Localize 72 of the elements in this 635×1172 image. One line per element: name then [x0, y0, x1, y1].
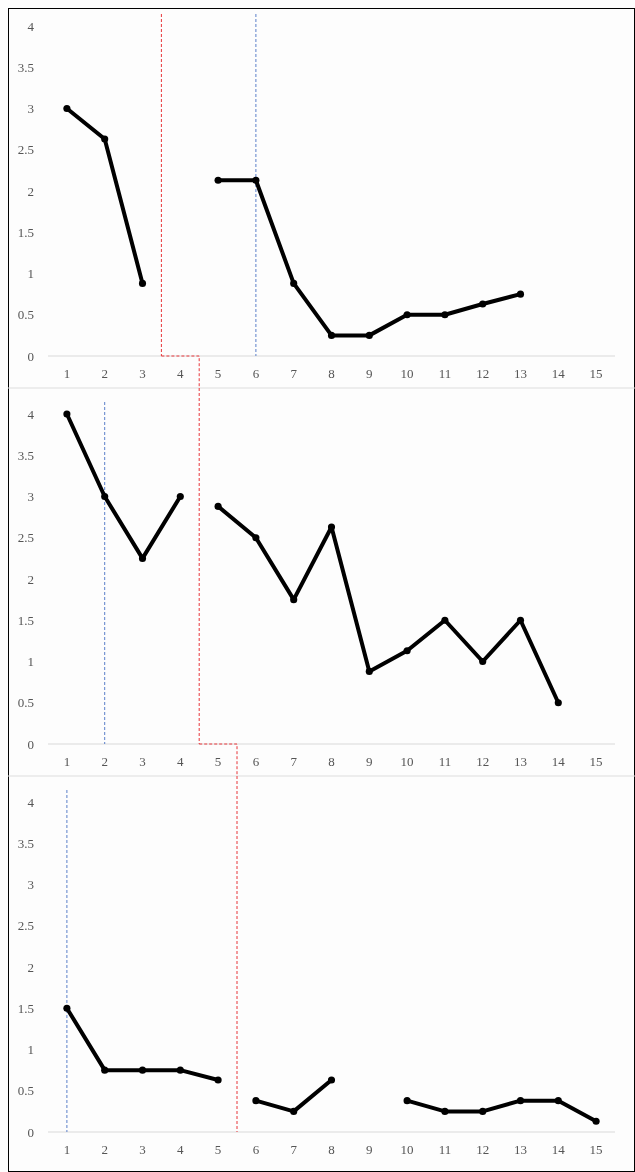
- x-tick-label: 6: [252, 754, 260, 769]
- x-tick-label: 8: [328, 366, 335, 381]
- y-tick-label: 2: [27, 183, 34, 199]
- x-tick-label: 3: [139, 366, 146, 381]
- x-tick-label: 12: [476, 1142, 490, 1157]
- y-tick-label: 4: [27, 794, 35, 810]
- y-tick-label: 2: [27, 571, 34, 587]
- x-tick-label: 9: [366, 754, 373, 769]
- x-tick-label: 2: [101, 366, 108, 381]
- y-tick-label: 1.5: [17, 612, 34, 628]
- x-tick-label: 13: [514, 754, 527, 769]
- y-tick-label: 0: [27, 736, 34, 752]
- x-tick-label: 12: [476, 366, 490, 381]
- x-tick-label: 9: [366, 1142, 373, 1157]
- x-tick-label: 11: [438, 754, 452, 769]
- x-tick-label: 4: [177, 1142, 185, 1157]
- x-tick-label: 6: [252, 366, 260, 381]
- y-tick-label: 0: [27, 348, 34, 364]
- y-tick-label: 1.5: [17, 224, 34, 240]
- y-tick-label: 0.5: [17, 307, 34, 323]
- y-tick-label: 1: [27, 266, 34, 282]
- x-tick-label: 14: [551, 366, 566, 381]
- x-tick-label: 7: [290, 754, 298, 769]
- x-tick-label: 12: [476, 754, 490, 769]
- y-tick-label: 2.5: [17, 918, 34, 934]
- x-tick-label: 8: [328, 754, 335, 769]
- x-tick-label: 10: [400, 366, 414, 381]
- x-tick-label: 7: [290, 366, 298, 381]
- x-tick-label: 11: [438, 366, 452, 381]
- x-tick-label: 10: [400, 1142, 414, 1157]
- x-tick-label: 13: [514, 1142, 527, 1157]
- y-tick-label: 4: [27, 18, 35, 34]
- y-tick-label: 3.5: [17, 835, 34, 851]
- x-tick-label: 5: [214, 1142, 222, 1157]
- x-tick-label: 3: [139, 754, 146, 769]
- x-tick-label: 6: [252, 1142, 260, 1157]
- y-tick-label: 2.5: [17, 142, 34, 158]
- y-tick-label: 3: [27, 877, 34, 893]
- y-tick-label: 4: [27, 406, 35, 422]
- x-tick-label: 15: [589, 1142, 603, 1157]
- x-tick-label: 13: [514, 366, 527, 381]
- x-tick-label: 3: [139, 1142, 146, 1157]
- x-tick-label: 2: [101, 754, 108, 769]
- y-tick-label: 2: [27, 959, 34, 975]
- x-tick-label: 11: [438, 1142, 452, 1157]
- x-tick-label: 1: [63, 1142, 71, 1157]
- y-tick-label: 0.5: [17, 1083, 34, 1099]
- y-tick-label: 2.5: [17, 530, 34, 546]
- x-tick-label: 14: [551, 1142, 566, 1157]
- y-tick-label: 3.5: [17, 447, 34, 463]
- x-tick-label: 2: [101, 1142, 108, 1157]
- y-tick-label: 3.5: [17, 59, 34, 75]
- x-tick-label: 15: [589, 754, 603, 769]
- x-tick-label: 4: [177, 754, 185, 769]
- y-tick-label: 1.5: [17, 1000, 34, 1016]
- y-tick-label: 0: [27, 1124, 34, 1140]
- y-tick-label: 1: [27, 654, 34, 670]
- x-tick-label: 1: [63, 754, 71, 769]
- x-tick-label: 14: [551, 754, 566, 769]
- y-tick-label: 3: [27, 101, 34, 117]
- x-tick-label: 9: [366, 366, 373, 381]
- y-tick-label: 0.5: [17, 695, 34, 711]
- x-tick-label: 5: [214, 366, 222, 381]
- x-tick-label: 1: [63, 366, 71, 381]
- y-tick-label: 1: [27, 1042, 34, 1058]
- x-tick-label: 15: [589, 366, 603, 381]
- y-tick-label: 3: [27, 489, 34, 505]
- x-tick-label: 7: [290, 1142, 298, 1157]
- x-tick-label: 8: [328, 1142, 335, 1157]
- x-tick-label: 4: [177, 366, 185, 381]
- x-tick-label: 10: [400, 754, 414, 769]
- x-tick-label: 5: [214, 754, 222, 769]
